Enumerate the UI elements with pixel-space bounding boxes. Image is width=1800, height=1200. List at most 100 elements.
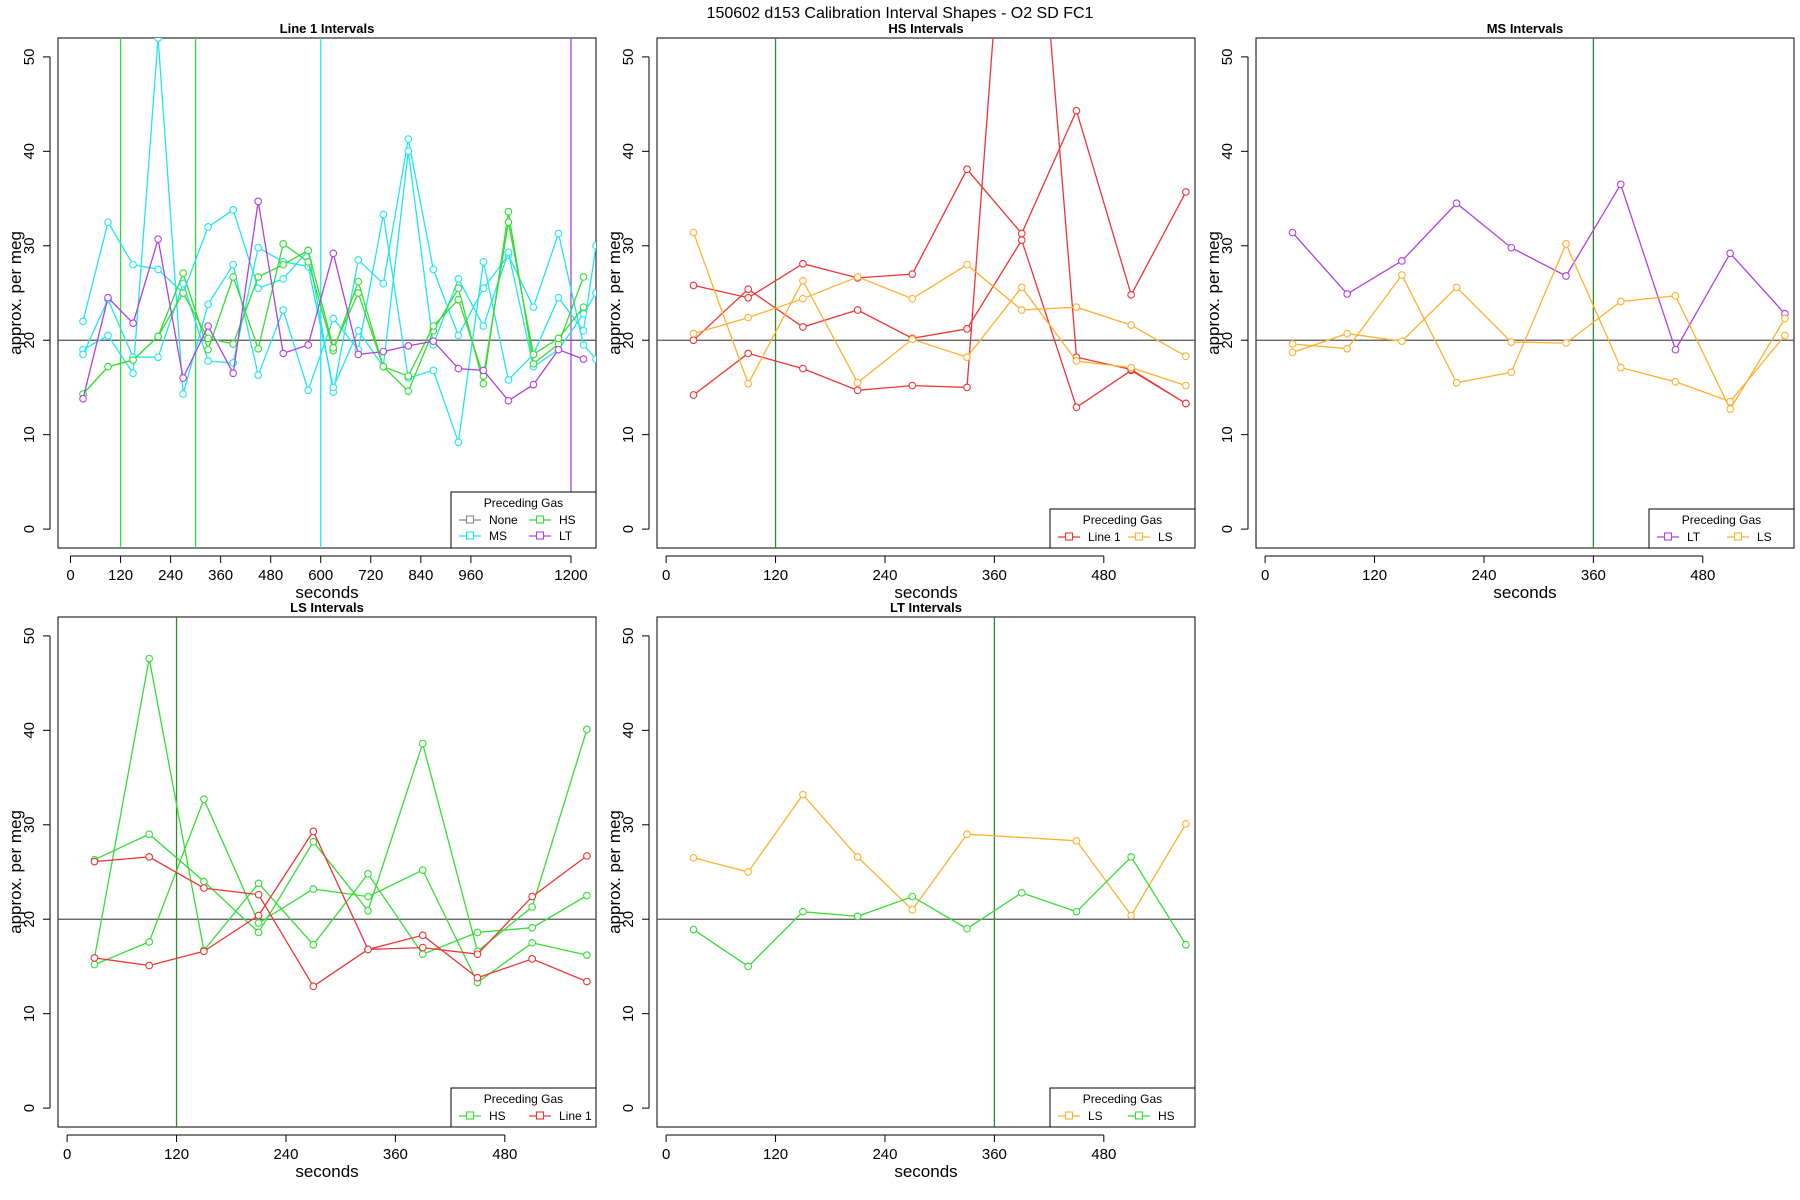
data-point — [963, 353, 971, 362]
data-point — [799, 259, 807, 268]
data-point — [583, 725, 591, 734]
x-tick-label: 480 — [1091, 1146, 1116, 1163]
data-point — [963, 830, 971, 839]
legend: Preceding Gas LT LS — [1648, 508, 1795, 549]
data-point — [799, 323, 807, 331]
series-line — [94, 797, 588, 984]
page-title: 150602 d153 Calibration Interval Shapes … — [707, 5, 1094, 22]
legend-label: None — [489, 513, 518, 527]
y-tick-label: 40 — [620, 143, 637, 160]
plot-frame — [1255, 37, 1795, 549]
legend: Preceding Gas None HS MS LT — [450, 491, 597, 549]
data-point — [1127, 291, 1136, 299]
data-point — [254, 928, 263, 937]
data-point — [204, 223, 212, 231]
legend-swatch-marker — [535, 1111, 545, 1120]
data-point — [145, 938, 154, 946]
data-point — [583, 891, 591, 900]
x-tick-label: 120 — [763, 1146, 788, 1163]
chart-title: LT Intervals — [890, 600, 962, 615]
data-point — [853, 912, 862, 921]
data-point — [329, 249, 338, 258]
data-point — [145, 830, 154, 839]
data-point — [404, 147, 413, 156]
x-tick-label: 720 — [358, 567, 383, 584]
data-point — [154, 38, 162, 42]
data-point — [179, 374, 187, 382]
y-tick-label: 20 — [1219, 332, 1236, 349]
y-tick-label: 30 — [620, 237, 637, 254]
data-point — [204, 345, 212, 354]
data-point — [418, 950, 427, 959]
legend-label: LT — [559, 529, 573, 543]
x-tick-label: 360 — [982, 567, 1007, 584]
data-point — [354, 277, 363, 286]
y-tick-label: 20 — [620, 332, 637, 349]
y-axis: 0 10 20 30 40 50 — [21, 49, 51, 533]
legend: Preceding Gas Line 1 LS — [1049, 508, 1196, 549]
y-tick-label: 30 — [21, 816, 38, 833]
legend: Preceding Gas LS HS — [1049, 1087, 1196, 1128]
y-axis-label: approx. per meg — [6, 810, 25, 934]
y-tick-label: 30 — [21, 237, 38, 254]
data-point — [554, 229, 563, 238]
chart-title: HS Intervals — [888, 21, 963, 36]
y-tick-label: 10 — [1219, 426, 1236, 443]
data-point — [1127, 911, 1136, 920]
series-line — [693, 793, 1187, 917]
series-hs — [79, 218, 588, 398]
series-line — [82, 201, 584, 402]
plot-frame — [656, 616, 1196, 1128]
data-point — [908, 905, 917, 914]
data-point — [799, 294, 807, 303]
x-axis: 0 120 240 360 480 — [63, 1134, 517, 1163]
x-axis: 0 120 240 360 480 — [662, 555, 1116, 584]
legend-item-hs: HS — [459, 1109, 506, 1123]
data-point — [1017, 306, 1026, 314]
x-tick-label: 480 — [258, 567, 283, 584]
data-point — [1017, 229, 1026, 238]
chart-panel-5: LT Intervals 0 120 240 360 480 seconds 0 10 20 30 4… — [605, 600, 1196, 1181]
series-line — [82, 138, 596, 393]
data-point — [479, 379, 488, 388]
legend-label: LT — [1687, 530, 1701, 544]
y-axis-label: approx. per meg — [6, 231, 25, 355]
data-point — [309, 827, 318, 836]
data-point — [504, 376, 513, 384]
y-tick-label: 50 — [1219, 49, 1236, 66]
x-tick-label: 360 — [1581, 567, 1606, 584]
data-point — [1781, 331, 1789, 340]
data-point — [179, 269, 187, 278]
data-point — [583, 977, 591, 986]
legend-swatch-marker — [535, 531, 545, 540]
data-point — [379, 347, 388, 356]
x-tick-label: 0 — [1261, 567, 1269, 584]
x-tick-label: 120 — [164, 1146, 189, 1163]
data-point — [1343, 290, 1352, 298]
legend-swatch-marker — [1134, 1111, 1144, 1120]
data-point — [364, 945, 372, 954]
legend-box — [1648, 508, 1795, 549]
data-point — [104, 218, 112, 227]
plot-area — [58, 38, 596, 548]
data-point — [1671, 377, 1680, 386]
data-point — [1182, 819, 1190, 828]
x-tick-label: 240 — [158, 567, 183, 584]
data-point — [1127, 853, 1136, 861]
legend-box — [450, 491, 597, 549]
x-tick-label: 0 — [662, 1146, 670, 1163]
data-point — [689, 329, 698, 338]
y-tick-label: 10 — [620, 426, 637, 443]
data-point — [200, 884, 208, 892]
series-lt — [79, 197, 588, 405]
data-point — [799, 364, 807, 373]
series-line — [1292, 182, 1786, 352]
data-point — [429, 337, 438, 346]
data-point — [963, 383, 971, 392]
data-point — [1671, 345, 1680, 354]
data-point — [204, 300, 212, 309]
legend-label: LS — [1158, 530, 1173, 544]
data-point — [554, 334, 563, 343]
data-point — [853, 853, 862, 861]
